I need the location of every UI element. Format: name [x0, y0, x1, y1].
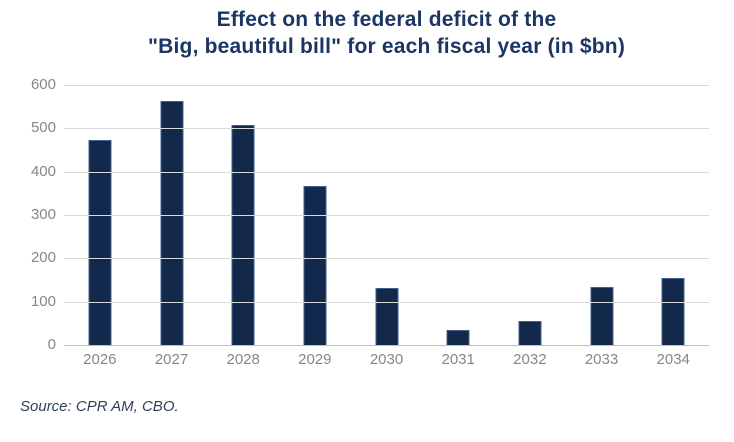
bar-2027 — [160, 101, 183, 345]
y-tick-label: 0 — [47, 336, 56, 353]
bar-2026 — [88, 140, 112, 345]
source-note: Source: CPR AM, CBO. — [20, 398, 179, 415]
x-axis-line — [64, 345, 709, 346]
bar-cell-2026 — [64, 85, 136, 345]
x-tick-label-2031: 2031 — [441, 351, 475, 368]
gridline-300 — [64, 215, 709, 216]
y-tick-label: 200 — [30, 249, 56, 266]
bar-cell-2027 — [136, 85, 208, 345]
x-tick-label-2029: 2029 — [298, 351, 332, 368]
bar-cell-2031 — [422, 85, 494, 345]
gridline-100 — [64, 302, 709, 303]
x-tick-label-2030: 2030 — [369, 351, 404, 368]
y-tick-label: 500 — [30, 119, 56, 136]
chart-title: Effect on the federal deficit of the "Bi… — [64, 6, 709, 60]
chart-title-line-1: Effect on the federal deficit of the — [216, 8, 557, 31]
bar-cell-2032 — [494, 85, 566, 345]
chart-title-line-2: "Big, beautiful bill" for each fiscal ye… — [147, 35, 626, 58]
bar-2030 — [375, 288, 399, 345]
bar-2033 — [590, 287, 614, 345]
bar-2034 — [661, 278, 685, 345]
x-tick-label-2026: 2026 — [83, 351, 117, 368]
x-tick-label-2034: 2034 — [656, 351, 690, 368]
x-tick-label-2028: 2028 — [226, 351, 260, 368]
x-tick-label-2027: 2027 — [154, 351, 189, 368]
y-tick-label: 400 — [30, 163, 56, 180]
bar-cell-2029 — [279, 85, 351, 345]
bar-2028 — [231, 125, 255, 345]
bar-cell-2034 — [637, 85, 709, 345]
bar-2029 — [303, 186, 327, 345]
gridline-500 — [64, 128, 709, 129]
bar-2032 — [518, 321, 542, 345]
x-tick-label-2033: 2033 — [584, 351, 619, 368]
y-tick-label: 300 — [30, 206, 56, 223]
plot-area — [64, 85, 709, 346]
bar-cell-2033 — [566, 85, 638, 345]
y-tick-label: 100 — [30, 293, 56, 310]
gridline-600 — [64, 85, 709, 86]
y-tick-label: 600 — [30, 76, 56, 93]
x-axis-labels: 2026 2027 2028 2029 2030 2031 2032 2033 2034 — [64, 351, 709, 369]
bar-cell-2028 — [207, 85, 279, 345]
x-tick-label-2032: 2032 — [513, 351, 547, 368]
bar-2031 — [446, 330, 470, 345]
gridline-200 — [64, 258, 709, 259]
gridline-400 — [64, 172, 709, 173]
